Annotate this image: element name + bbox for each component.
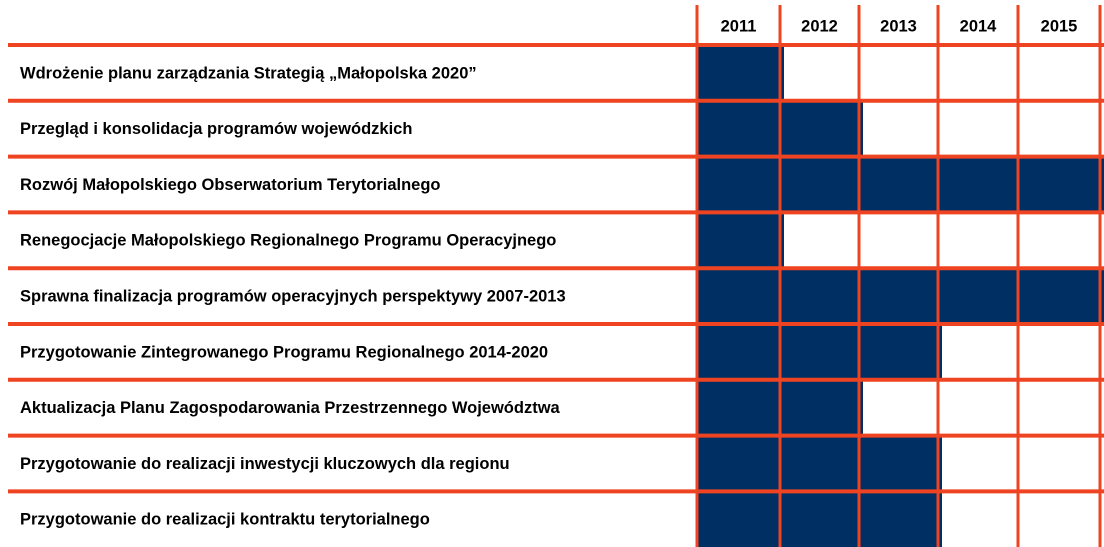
active-cell <box>1018 268 1104 324</box>
year-header: 2012 <box>801 17 838 35</box>
active-cell <box>697 100 784 157</box>
active-cell <box>697 156 784 213</box>
active-cell <box>780 491 863 547</box>
task-label: Sprawna finalizacja programów operacyjny… <box>20 287 566 305</box>
active-cell <box>697 212 784 269</box>
task-label: Przegląd i konsolidacja programów wojewó… <box>20 120 412 138</box>
active-cell <box>697 45 784 101</box>
task-label: Wdrożenie planu zarządzania Strategią „M… <box>20 64 477 82</box>
active-cell <box>859 491 942 547</box>
active-cell <box>780 379 863 436</box>
active-cell <box>697 379 784 436</box>
year-header: 2014 <box>960 17 998 35</box>
active-cell <box>697 324 784 380</box>
year-header: 2011 <box>721 17 757 35</box>
task-label: Renegocjacje Małopolskiego Regionalnego … <box>20 232 556 250</box>
active-cell <box>780 435 863 492</box>
active-cell <box>938 156 1022 213</box>
active-cell <box>859 324 942 380</box>
active-cell <box>780 100 863 157</box>
active-cell <box>697 435 784 492</box>
active-cell <box>859 268 942 324</box>
active-cell <box>938 268 1022 324</box>
task-label: Rozwój Małopolskiego Obserwatorium Teryt… <box>20 176 441 194</box>
active-cell <box>1018 156 1104 213</box>
active-cell <box>780 156 863 213</box>
active-cell <box>780 324 863 380</box>
task-label: Przygotowanie Zintegrowanego Programu Re… <box>20 343 548 361</box>
task-label: Przygotowanie do realizacji inwestycji k… <box>20 455 510 473</box>
task-label: Aktualizacja Planu Zagospodarowania Prze… <box>20 399 561 417</box>
active-cell <box>859 156 942 213</box>
year-header: 2015 <box>1041 17 1078 35</box>
active-cell <box>697 268 784 324</box>
year-header: 2013 <box>880 17 917 35</box>
task-label: Przygotowanie do realizacji kontraktu te… <box>20 511 430 529</box>
active-cell <box>859 435 942 492</box>
active-cell <box>697 491 784 547</box>
active-cell <box>780 268 863 324</box>
